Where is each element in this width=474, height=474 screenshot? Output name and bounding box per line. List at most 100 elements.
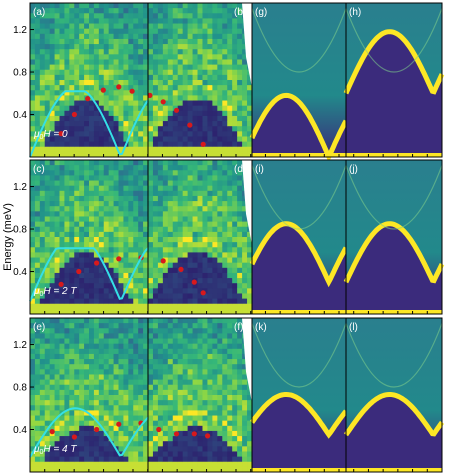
- heatmap-cell: [177, 242, 184, 248]
- heatmap-cell: [54, 466, 60, 473]
- heatmap-cell: [113, 348, 119, 355]
- heatmap-cell: [123, 415, 129, 422]
- heatmap-cell: [167, 33, 174, 40]
- heatmap-cell: [133, 90, 139, 96]
- heatmap-cell: [202, 389, 208, 396]
- heatmap-cell: [84, 323, 90, 329]
- heatmap-cell: [162, 8, 169, 14]
- heatmap-cell: [69, 131, 75, 137]
- heatmap-cell: [232, 95, 238, 101]
- heatmap-cell: [182, 451, 189, 457]
- heatmap-cell: [172, 369, 179, 375]
- heatmap-cell: [148, 451, 154, 457]
- heatmap-cell: [187, 257, 193, 264]
- heatmap-cell: [152, 318, 159, 324]
- heatmap-cell: [202, 237, 208, 243]
- heatmap-cell: [152, 18, 159, 24]
- heatmap-cell: [34, 8, 41, 14]
- heatmap-cell: [93, 74, 100, 81]
- heatmap-cell: [44, 242, 51, 248]
- heatmap-cell: [247, 131, 253, 137]
- heatmap-cell: [39, 430, 46, 437]
- heatmap-cell: [49, 395, 55, 401]
- heatmap-cell: [113, 175, 119, 181]
- heatmap-cell: [143, 461, 149, 468]
- heatmap-cell: [113, 80, 119, 86]
- heatmap-cell: [237, 74, 243, 81]
- heatmap-cell: [138, 226, 144, 233]
- heatmap-cell: [64, 415, 70, 422]
- heatmap-cell: [113, 38, 119, 45]
- heatmap-cell: [59, 54, 65, 60]
- heatmap-cell: [247, 121, 253, 127]
- heatmap-cell: [247, 85, 253, 91]
- heatmap-cell: [113, 74, 119, 81]
- heatmap-cell: [167, 353, 174, 360]
- heatmap-cell: [133, 95, 139, 101]
- heatmap-cell: [133, 195, 139, 202]
- heatmap-cell: [172, 379, 179, 386]
- heatmap-cell: [222, 451, 228, 457]
- heatmap-cell: [39, 308, 46, 315]
- heatmap-cell: [74, 257, 80, 264]
- heatmap-cell: [118, 359, 124, 365]
- heatmap-cell: [44, 190, 51, 197]
- heatmap-cell: [79, 195, 85, 202]
- heatmap-cell: [54, 283, 60, 289]
- heatmap-cell: [192, 136, 198, 142]
- heatmap-cell: [222, 100, 228, 107]
- heatmap-cell: [103, 95, 110, 101]
- heatmap-cell: [207, 359, 213, 365]
- heatmap-cell: [182, 231, 189, 238]
- heatmap-cell: [69, 288, 75, 294]
- heatmap-cell: [202, 461, 208, 468]
- heatmap-cell: [108, 293, 114, 299]
- heatmap-cell: [74, 64, 80, 71]
- heatmap-cell: [108, 303, 114, 310]
- heatmap-cell: [197, 333, 203, 339]
- heatmap-cell: [123, 456, 129, 463]
- heatmap-cell: [222, 185, 228, 192]
- heatmap-cell: [98, 206, 105, 212]
- heatmap-cell: [232, 44, 238, 50]
- heatmap-cell: [44, 85, 51, 91]
- heatmap-cell: [103, 293, 110, 299]
- heatmap-cell: [93, 278, 100, 284]
- heatmap-cell: [162, 461, 169, 468]
- heatmap-cell: [89, 415, 95, 422]
- dispersion-data-point: [49, 429, 55, 435]
- heatmap-cell: [44, 59, 51, 65]
- exp-panel-1-0: [30, 160, 149, 315]
- heatmap-cell: [177, 283, 184, 289]
- heatmap-cell: [30, 28, 36, 35]
- heatmap-cell: [157, 131, 164, 137]
- heatmap-cell: [167, 461, 174, 468]
- heatmap-cell: [172, 8, 179, 14]
- heatmap-cell: [182, 165, 189, 171]
- heatmap-cell: [98, 69, 105, 76]
- heatmap-cell: [247, 430, 253, 437]
- heatmap-cell: [217, 126, 223, 132]
- heatmap-cell: [217, 293, 223, 299]
- heatmap-cell: [69, 293, 75, 299]
- heatmap-cell: [232, 252, 238, 258]
- heatmap-cell: [197, 105, 203, 112]
- heatmap-cell: [44, 211, 51, 217]
- heatmap-cell: [54, 110, 60, 117]
- heatmap-cell: [157, 446, 164, 452]
- heatmap-cell: [197, 74, 203, 81]
- dispersion-data-point: [173, 107, 180, 113]
- heatmap-cell: [113, 221, 119, 228]
- heatmap-cell: [162, 410, 169, 416]
- heatmap-cell: [237, 190, 243, 197]
- heatmap-cell: [222, 466, 228, 473]
- heatmap-cell: [138, 338, 144, 345]
- heatmap-cell: [192, 115, 198, 122]
- heatmap-cell: [192, 466, 198, 473]
- heatmap-cell: [64, 74, 70, 81]
- heatmap-cell: [34, 49, 41, 55]
- heatmap-cell: [69, 201, 75, 207]
- heatmap-cell: [152, 226, 159, 233]
- heatmap-cell: [79, 298, 85, 305]
- heatmap-cell: [177, 400, 184, 406]
